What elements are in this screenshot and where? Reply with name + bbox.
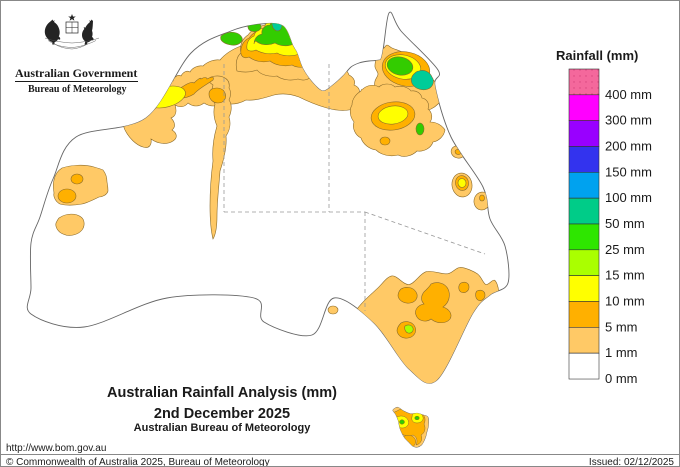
svg-text:300 mm: 300 mm [605, 113, 652, 128]
svg-text:50 mm: 50 mm [605, 216, 645, 231]
svg-text:5 mm: 5 mm [605, 319, 638, 334]
svg-text:1 mm: 1 mm [605, 345, 638, 360]
svg-text:100 mm: 100 mm [605, 190, 652, 205]
svg-text:0 mm: 0 mm [605, 371, 638, 386]
svg-text:150 mm: 150 mm [605, 164, 652, 179]
svg-text:400 mm: 400 mm [605, 87, 652, 102]
svg-text:25 mm: 25 mm [605, 242, 645, 257]
svg-text:200 mm: 200 mm [605, 139, 652, 154]
svg-text:15 mm: 15 mm [605, 268, 645, 283]
svg-text:10 mm: 10 mm [605, 294, 645, 309]
